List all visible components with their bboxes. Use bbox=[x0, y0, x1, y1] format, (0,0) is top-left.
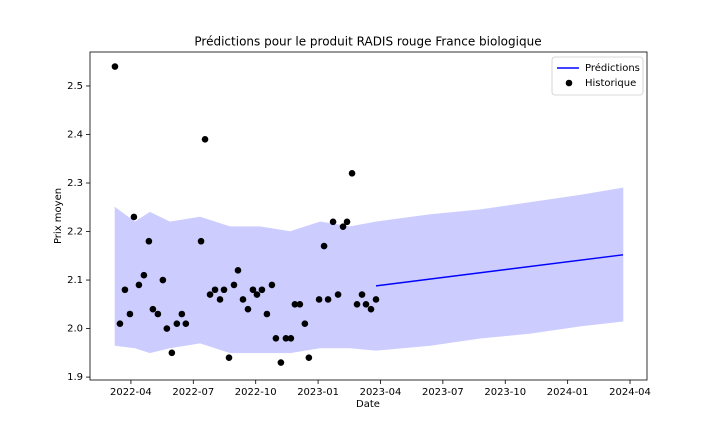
history-point bbox=[244, 305, 252, 313]
history-point bbox=[178, 310, 186, 318]
history-point bbox=[291, 301, 299, 308]
history-point bbox=[329, 218, 337, 226]
history-point bbox=[353, 301, 361, 308]
history-point bbox=[116, 320, 124, 328]
history-point bbox=[348, 170, 356, 177]
history-point bbox=[216, 296, 224, 303]
history-point bbox=[211, 286, 219, 294]
history-point bbox=[343, 218, 351, 226]
y-tick-label: 2.0 bbox=[67, 324, 83, 335]
history-point bbox=[173, 320, 181, 328]
y-tick-label: 2.4 bbox=[67, 129, 83, 140]
legend-label: Historique bbox=[585, 78, 636, 89]
history-point bbox=[287, 334, 295, 342]
history-point bbox=[296, 301, 304, 308]
history-point bbox=[111, 63, 119, 70]
x-tick-label: 2022-04 bbox=[110, 387, 152, 398]
history-point bbox=[201, 136, 209, 143]
history-point bbox=[305, 354, 313, 361]
history-point bbox=[197, 237, 205, 245]
history-point bbox=[220, 286, 228, 294]
history-point bbox=[272, 334, 280, 342]
history-point bbox=[149, 305, 157, 313]
history-point bbox=[367, 305, 375, 313]
y-axis-label: Prix moyen bbox=[53, 188, 64, 244]
history-point bbox=[130, 213, 138, 221]
history-point bbox=[206, 291, 214, 298]
history-point bbox=[168, 349, 176, 357]
history-point bbox=[182, 320, 190, 328]
history-point bbox=[324, 296, 332, 303]
history-point bbox=[263, 310, 271, 318]
history-point bbox=[135, 281, 143, 289]
y-tick-label: 2.2 bbox=[67, 227, 83, 238]
legend-box bbox=[551, 56, 644, 96]
history-point bbox=[253, 291, 261, 298]
history-point bbox=[268, 281, 276, 289]
history-point bbox=[145, 237, 153, 245]
x-tick-label: 2024-01 bbox=[547, 387, 589, 398]
y-tick-label: 1.9 bbox=[67, 372, 83, 383]
history-point bbox=[358, 291, 366, 298]
history-point bbox=[154, 310, 162, 318]
history-point bbox=[258, 286, 266, 294]
chart-title: Prédictions pour le produit RADIS rouge … bbox=[194, 35, 541, 49]
plot-frame bbox=[89, 51, 648, 381]
x-tick-label: 2023-04 bbox=[360, 387, 402, 398]
y-tick-label: 2.1 bbox=[67, 275, 83, 286]
x-axis-label: Date bbox=[356, 399, 380, 410]
history-point bbox=[126, 310, 134, 318]
history-point bbox=[140, 271, 148, 279]
history-point bbox=[159, 276, 167, 284]
y-tick-label: 2.5 bbox=[67, 81, 83, 92]
history-point bbox=[163, 325, 171, 332]
confidence-band bbox=[114, 187, 624, 354]
history-point bbox=[334, 291, 342, 298]
history-point bbox=[362, 301, 370, 308]
history-point bbox=[249, 286, 257, 294]
x-tick-label: 2023-10 bbox=[484, 387, 526, 398]
x-tick-label: 2024-04 bbox=[609, 387, 651, 398]
x-tick-label: 2022-10 bbox=[235, 387, 277, 398]
history-point bbox=[372, 296, 380, 303]
x-tick-label: 2023-07 bbox=[422, 387, 464, 398]
history-point bbox=[230, 281, 238, 289]
history-point bbox=[339, 223, 347, 230]
legend-marker bbox=[565, 79, 573, 87]
history-point bbox=[225, 354, 233, 361]
history-point bbox=[282, 334, 290, 342]
history-point bbox=[277, 359, 285, 366]
x-tick-label: 2022-07 bbox=[172, 387, 214, 398]
history-point bbox=[239, 296, 247, 303]
history-point bbox=[234, 267, 242, 274]
history-point bbox=[315, 296, 323, 303]
legend-label: Prédictions bbox=[585, 62, 640, 74]
x-tick-label: 2023-01 bbox=[297, 387, 339, 398]
history-point bbox=[121, 286, 129, 294]
history-point bbox=[320, 242, 328, 250]
prediction-line bbox=[375, 254, 624, 287]
y-tick-label: 2.3 bbox=[67, 178, 83, 189]
history-point bbox=[301, 320, 309, 328]
